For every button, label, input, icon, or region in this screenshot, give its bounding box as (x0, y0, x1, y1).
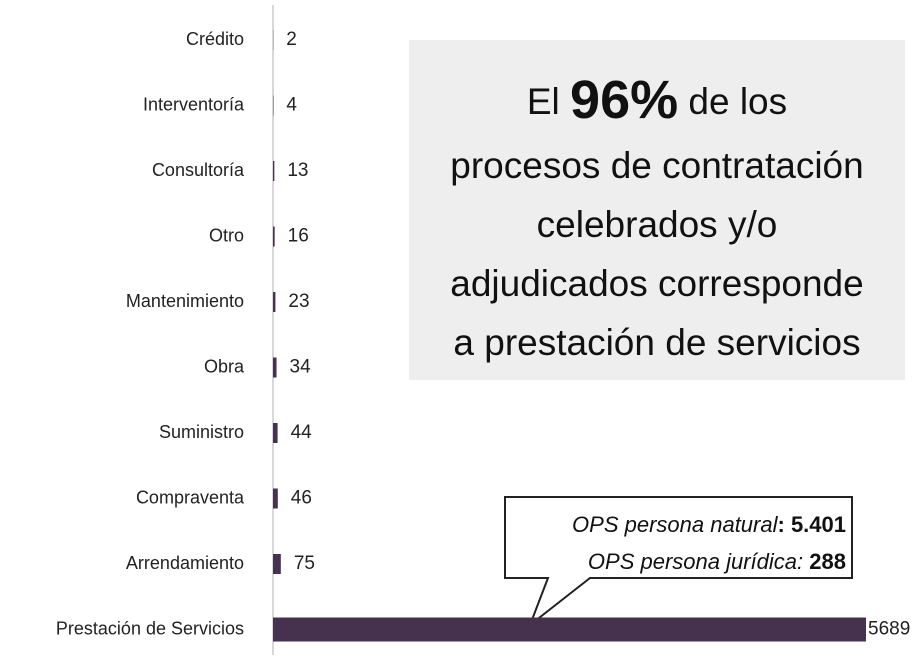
headline-end: de los (688, 81, 787, 122)
headline-box (409, 40, 905, 380)
value-label: 44 (291, 422, 313, 443)
value-label: 23 (288, 291, 309, 312)
bar (273, 488, 278, 509)
category-label: Compraventa (136, 487, 245, 507)
category-label: Obra (204, 356, 245, 376)
headline-line: procesos de contratación (450, 145, 863, 186)
value-label: 2 (286, 29, 297, 50)
headline-lines: procesos de contratación celebrados y/o ad… (450, 145, 863, 363)
bar (273, 226, 275, 247)
value-label: 4 (286, 95, 297, 116)
bar (273, 292, 276, 312)
bar (273, 357, 277, 378)
category-label: Arrendamiento (126, 553, 244, 573)
headline-line: a prestación de servicios (453, 322, 860, 363)
headline-line: adjudicados corresponde (450, 263, 863, 304)
category-label: Prestación de Servicios (56, 618, 244, 638)
value-label: 16 (288, 226, 309, 247)
category-label: Crédito (186, 29, 244, 49)
callout-value: : 5.401 (778, 512, 847, 537)
bar (273, 554, 281, 574)
value-label: 46 (291, 488, 312, 509)
headline-highlight: 96% (570, 70, 678, 130)
value-label: 34 (290, 357, 312, 378)
headline-line: El 96% de los (527, 70, 787, 130)
callout-line: OPS persona natural: 5.401 (572, 512, 846, 537)
headline-start: El (527, 81, 560, 122)
category-label: Interventoría (143, 94, 245, 114)
bar (273, 617, 866, 642)
category-label: Suministro (159, 422, 244, 442)
bar (273, 161, 275, 181)
callout-value: 288 (809, 549, 846, 574)
bar (273, 423, 278, 443)
category-label: Otro (209, 225, 244, 245)
headline-line: celebrados y/o (537, 204, 778, 245)
category-label: Consultoría (152, 160, 245, 180)
callout-box (504, 496, 853, 629)
callout-label: OPS persona jurídica: (588, 549, 803, 574)
value-label: 75 (294, 553, 315, 574)
callout-label: OPS persona natural (572, 512, 779, 537)
value-label: 13 (287, 160, 308, 181)
callout-line: OPS persona jurídica: 288 (588, 549, 846, 574)
value-label: 5689 (868, 619, 910, 640)
category-label: Mantenimiento (126, 291, 244, 311)
